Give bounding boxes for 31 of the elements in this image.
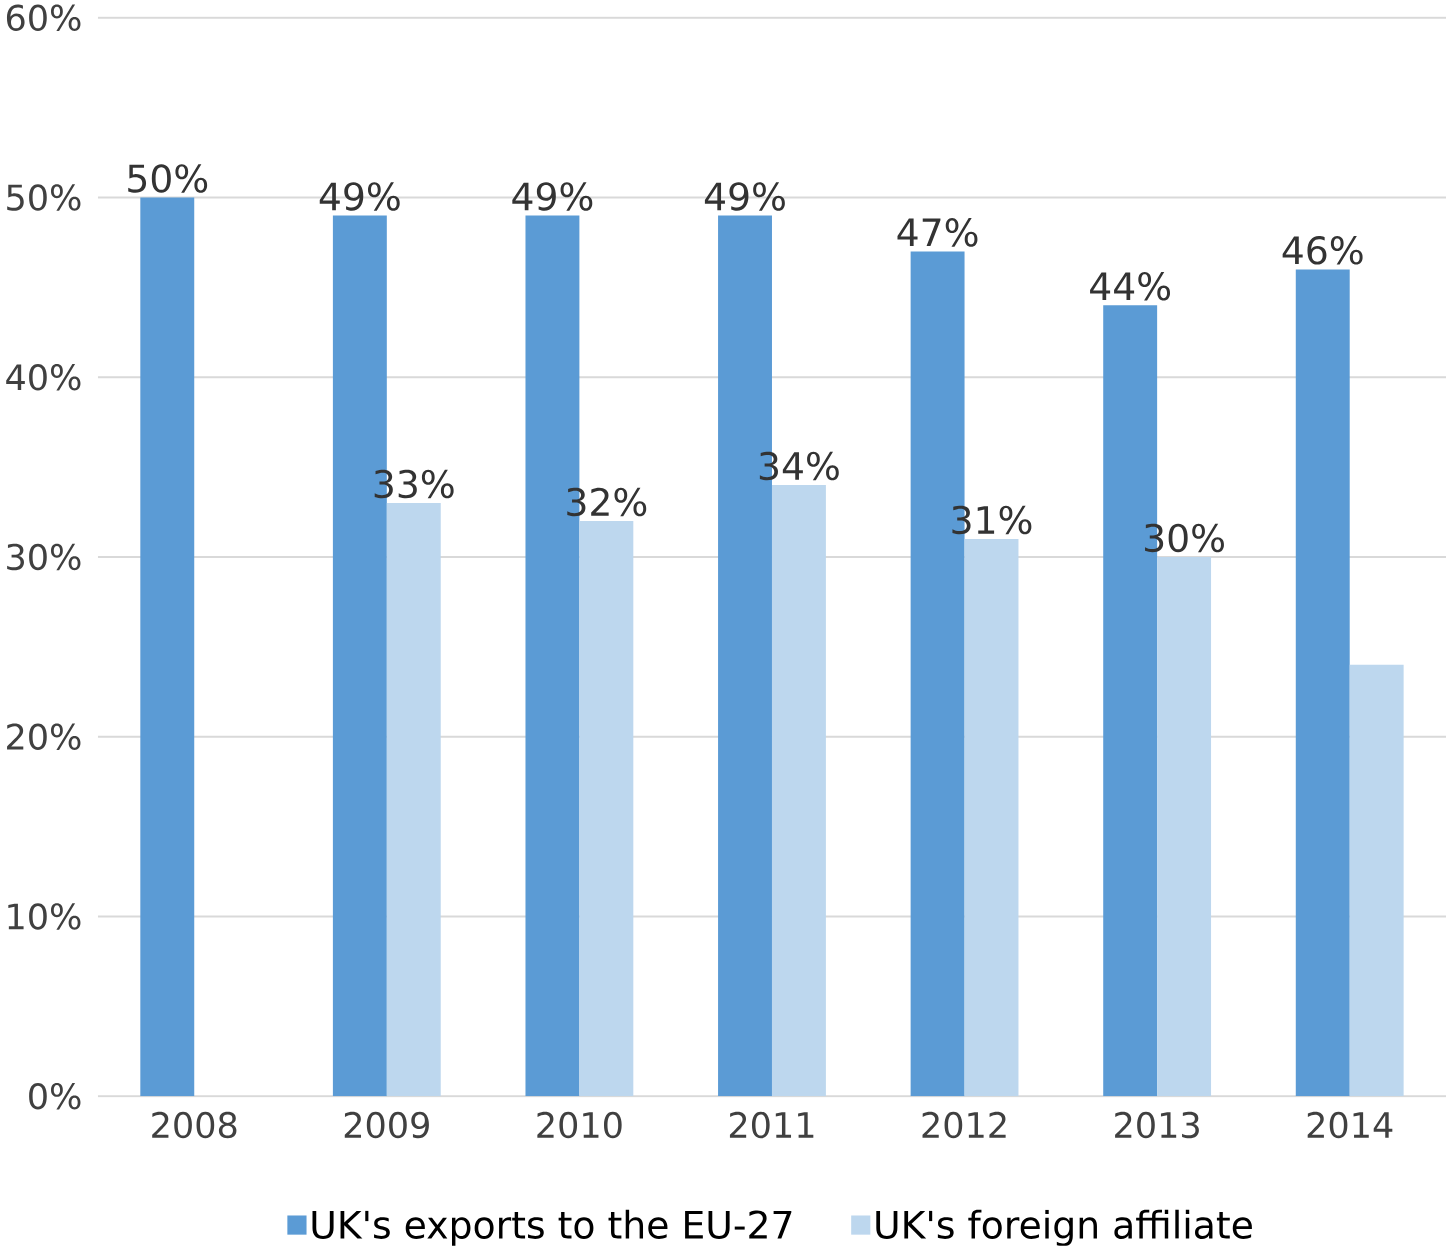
data-label: 50% — [128, 164, 208, 193]
bar — [964, 539, 1019, 1097]
data-label: 49% — [704, 182, 785, 211]
x-tick-label: 2011 — [729, 1111, 814, 1139]
bar — [140, 197, 195, 1097]
data-label: 49% — [319, 182, 400, 211]
bar — [579, 521, 634, 1097]
bar — [1349, 664, 1404, 1097]
bar — [386, 503, 441, 1097]
y-tick-label: 50% — [7, 184, 81, 211]
y-tick-label: 20% — [7, 723, 81, 751]
x-tick-label: 2012 — [922, 1111, 1006, 1139]
legend-label: UK's foreign affiliate — [876, 1209, 1252, 1246]
y-tick-label: 40% — [6, 364, 81, 391]
y-tick-label: 0% — [29, 1083, 81, 1110]
data-label: 47% — [897, 218, 978, 247]
bar — [1295, 269, 1350, 1097]
data-label: 46% — [1282, 236, 1363, 265]
x-tick-label: 2008 — [152, 1111, 237, 1139]
data-label: 49% — [512, 182, 593, 211]
y-tick-label: 30% — [7, 543, 81, 571]
x-tick-label: 2014 — [1307, 1111, 1393, 1139]
x-tick-label: 2010 — [537, 1111, 622, 1139]
x-tick-label: 2013 — [1115, 1111, 1199, 1139]
x-tick-label: 2009 — [344, 1111, 429, 1139]
bar — [771, 485, 826, 1097]
legend-label: UK's exports to the EU-27 — [312, 1209, 792, 1246]
data-label: 44% — [1090, 272, 1171, 301]
y-tick-label: 60% — [6, 4, 81, 32]
bar — [1157, 557, 1212, 1097]
y-tick-label: 10% — [8, 903, 81, 930]
